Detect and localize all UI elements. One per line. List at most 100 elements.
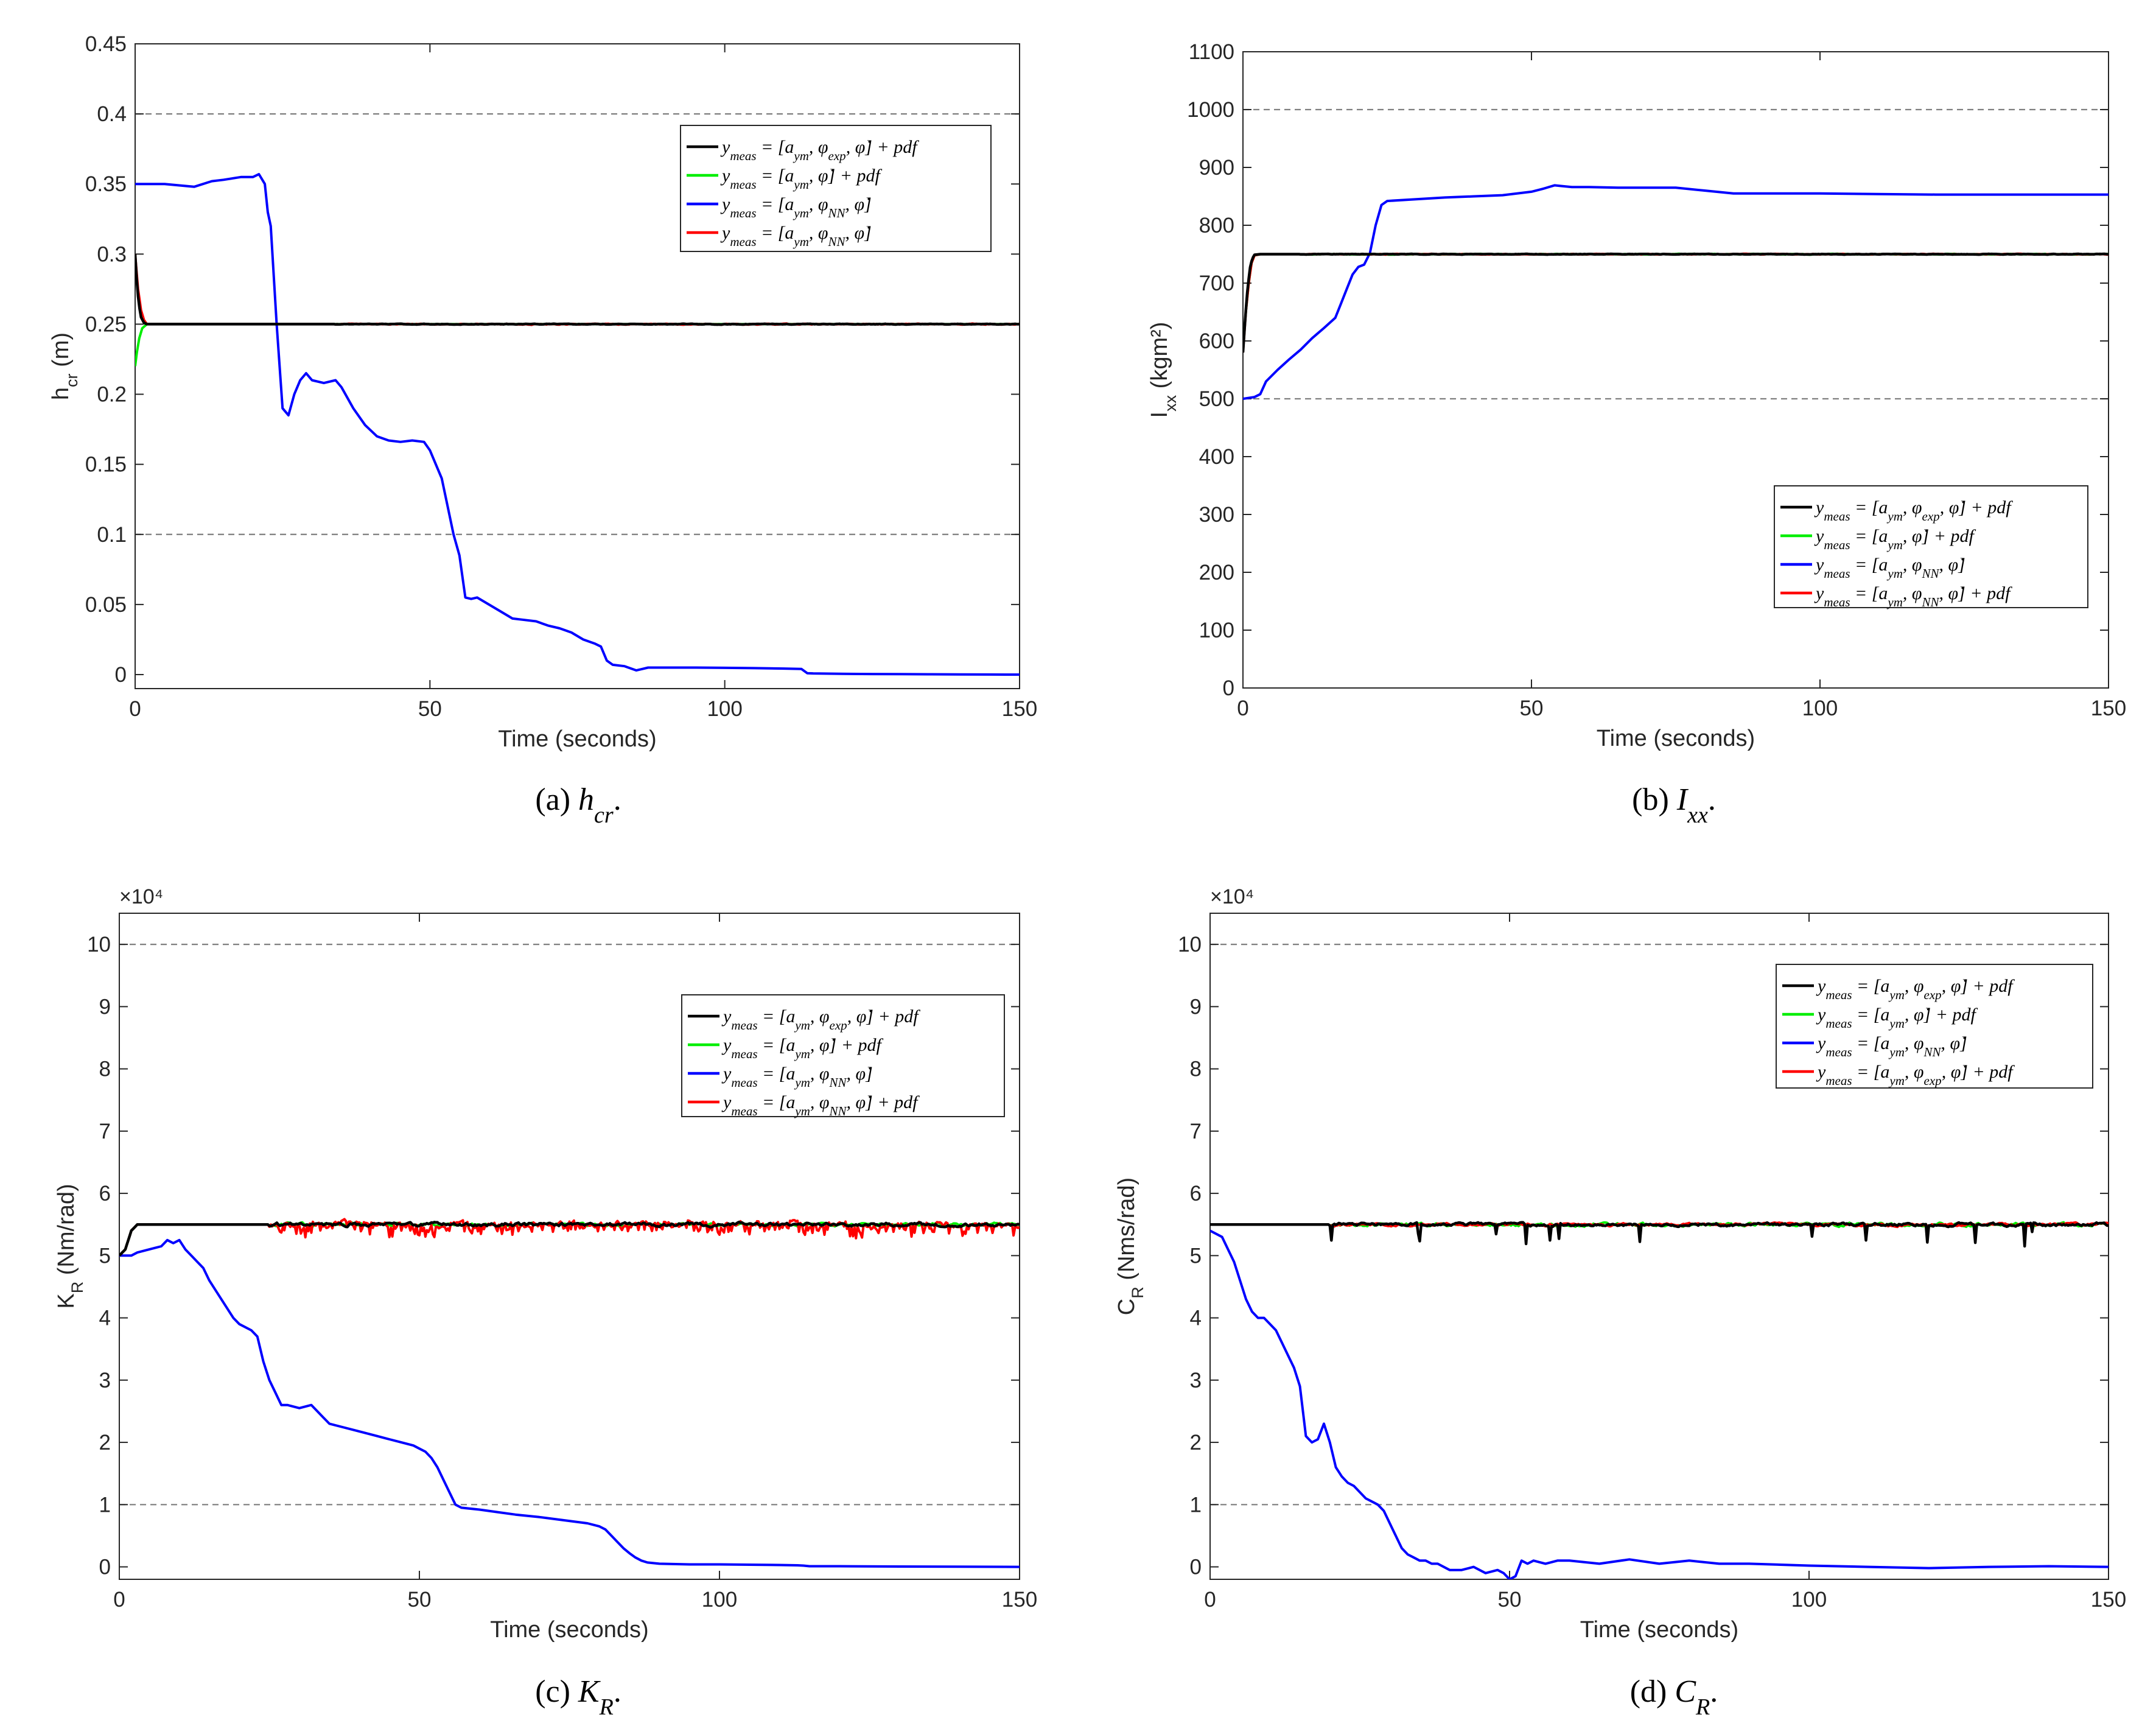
y-tick-label: 1000 (1187, 98, 1234, 122)
series-group (135, 173, 1020, 676)
caption-d: (d) CR. (1630, 1674, 1718, 1720)
y-tick-label: 900 (1199, 156, 1234, 180)
y-tick-label: 0.1 (97, 523, 127, 547)
x-tick-label: 50 (408, 1588, 432, 1612)
legend-box (681, 994, 1005, 1117)
x-tick-label: 150 (1002, 697, 1037, 721)
y-tick-label: 4 (99, 1307, 111, 1330)
y-tick-label: 3 (99, 1369, 111, 1392)
y-exponent: ×10⁴ (119, 885, 163, 908)
caption-a: (a) hcr. (535, 782, 621, 828)
x-tick-label: 100 (1802, 697, 1838, 720)
series-line-blue (119, 1238, 1020, 1568)
y-tick-label: 0.25 (85, 312, 127, 336)
y-tick-label: 0.15 (85, 453, 127, 477)
y-tick-label: 300 (1199, 503, 1234, 527)
chart-b: 0 50 100 150 0 100 200 300 400 500 600 700 800 900 100… (1147, 40, 2126, 828)
y-axis-label: hcr (m) (48, 332, 81, 400)
y-tick-label: 0 (115, 663, 127, 687)
y-tick-label: 800 (1199, 214, 1234, 237)
legend-entry-black: ymeas = [aym, φexp, φ̇] + pdf (720, 137, 919, 163)
y-tick-label: 0.4 (97, 102, 127, 126)
x-tick-label: 50 (1498, 1588, 1522, 1612)
x-tick-label: 150 (1002, 1588, 1037, 1612)
legend-entry-red: ymeas = [aym, φNN, φ̇] + pdf (1814, 583, 2012, 609)
x-tick-label: 50 (418, 697, 442, 721)
y-tick-label: 0.05 (85, 593, 127, 617)
x-tick-label: 100 (702, 1588, 737, 1612)
legend-entry-green: ymeas = [aym, φ̇] + pdf (1814, 526, 1976, 552)
y-tick-label: 200 (1199, 561, 1234, 584)
y-tick-label: 100 (1199, 619, 1234, 642)
legend-entry-blue: ymeas = [aym, φNN, φ̇] (720, 194, 872, 220)
series-group (1243, 184, 2109, 400)
series-line-black (1243, 252, 2109, 353)
legend-box (680, 125, 992, 252)
y-tick-label: 1 (1190, 1493, 1202, 1517)
legend-entry-blue: ymeas = [aym, φNN, φ̇] (721, 1064, 873, 1090)
series-line-blue (1243, 184, 2109, 400)
y-exponent: ×10⁴ (1210, 885, 1254, 908)
legend-entry-blue: ymeas = [aym, φNN, φ̇] (1816, 1033, 1967, 1059)
legend-entry-black: ymeas = [aym, φexp, φ̇] + pdf (1816, 976, 2015, 1002)
x-tick-label: 150 (2091, 1588, 2126, 1612)
y-tick-label: 0.35 (85, 172, 127, 196)
y-tick-label: 400 (1199, 445, 1234, 469)
x-axis-label: Time (seconds) (1580, 1617, 1738, 1643)
legend-box (1776, 964, 2093, 1089)
x-tick-label: 100 (1791, 1588, 1827, 1612)
y-tick-label: 1 (99, 1493, 111, 1517)
chart-c: 0 50 100 150 0 1 2 3 4 5 6 7 8 9 10 ×10⁴ Time (seconds) K… (54, 885, 1037, 1720)
x-tick-label: 0 (1204, 1588, 1216, 1612)
caption-c: (c) KR. (535, 1674, 621, 1720)
y-tick-label: 6 (99, 1182, 111, 1205)
y-tick-label: 600 (1199, 329, 1234, 353)
x-axis-label: Time (seconds) (498, 726, 656, 752)
y-tick-label: 0.3 (97, 242, 127, 266)
series-group (119, 1218, 1020, 1568)
series-line-blue (1210, 1229, 2109, 1579)
y-axis-label: Ixx (kgm²) (1147, 322, 1180, 418)
y-tick-label: 5 (1190, 1244, 1202, 1268)
x-tick-label: 0 (129, 697, 141, 721)
legend-entry-black: ymeas = [aym, φexp, φ̇] + pdf (1814, 497, 2013, 524)
legend-entry-blue: ymeas = [aym, φNN, φ̇] (1814, 555, 1965, 581)
chart-d: 0 50 100 150 0 1 2 3 4 5 6 7 8 9 10 ×10⁴ Time (seconds) C… (1114, 885, 2126, 1720)
y-tick-label: 8 (99, 1058, 111, 1081)
legend: ymeas = [aym, φexp, φ̇] + pdf ymeas = [ay… (1776, 964, 2093, 1089)
y-tick-label: 5 (99, 1244, 111, 1268)
y-tick-label: 0 (99, 1556, 111, 1579)
caption-b: (b) Ixx. (1632, 782, 1716, 828)
legend-entry-red: ymeas = [aym, φNN, φ̇] + pdf (721, 1092, 920, 1118)
series-line-black (135, 254, 1020, 326)
x-tick-label: 0 (1237, 697, 1248, 720)
legend-entry-green: ymeas = [aym, φ̇] + pdf (721, 1035, 883, 1061)
legend-entry-red: ymeas = [aym, φNN, φ̇] (720, 223, 872, 249)
y-tick-label: 1100 (1189, 40, 1234, 64)
series-line-blue (135, 173, 1020, 676)
x-tick-label: 150 (2091, 697, 2126, 720)
y-tick-label: 0 (1223, 676, 1234, 700)
chart-a: 0 50 100 150 0 0.05 0.1 0.15 0.2 0.25 0.3 0.35 0.4 0.… (48, 32, 1037, 828)
y-tick-label: 700 (1199, 272, 1234, 295)
y-axis-label: KR (Nm/rad) (54, 1184, 86, 1308)
legend: ymeas = [aym, φexp, φ̇] + pdf ymeas = [ay… (680, 125, 992, 252)
y-tick-label: 10 (1178, 933, 1202, 956)
y-tick-label: 0 (1190, 1556, 1202, 1579)
y-tick-label: 4 (1190, 1307, 1202, 1330)
x-axis-label: Time (seconds) (1597, 726, 1755, 751)
y-tick-label: 500 (1199, 387, 1234, 411)
series-line-black (1210, 1221, 2109, 1248)
y-tick-label: 0.45 (85, 32, 127, 56)
y-tick-label: 10 (87, 933, 111, 956)
y-tick-label: 8 (1190, 1058, 1202, 1081)
y-tick-label: 9 (1190, 995, 1202, 1019)
series-line-black (119, 1220, 1020, 1257)
legend-entry-green: ymeas = [aym, φ̇] + pdf (720, 166, 882, 192)
x-tick-label: 100 (707, 697, 742, 721)
x-tick-label: 0 (113, 1588, 125, 1612)
